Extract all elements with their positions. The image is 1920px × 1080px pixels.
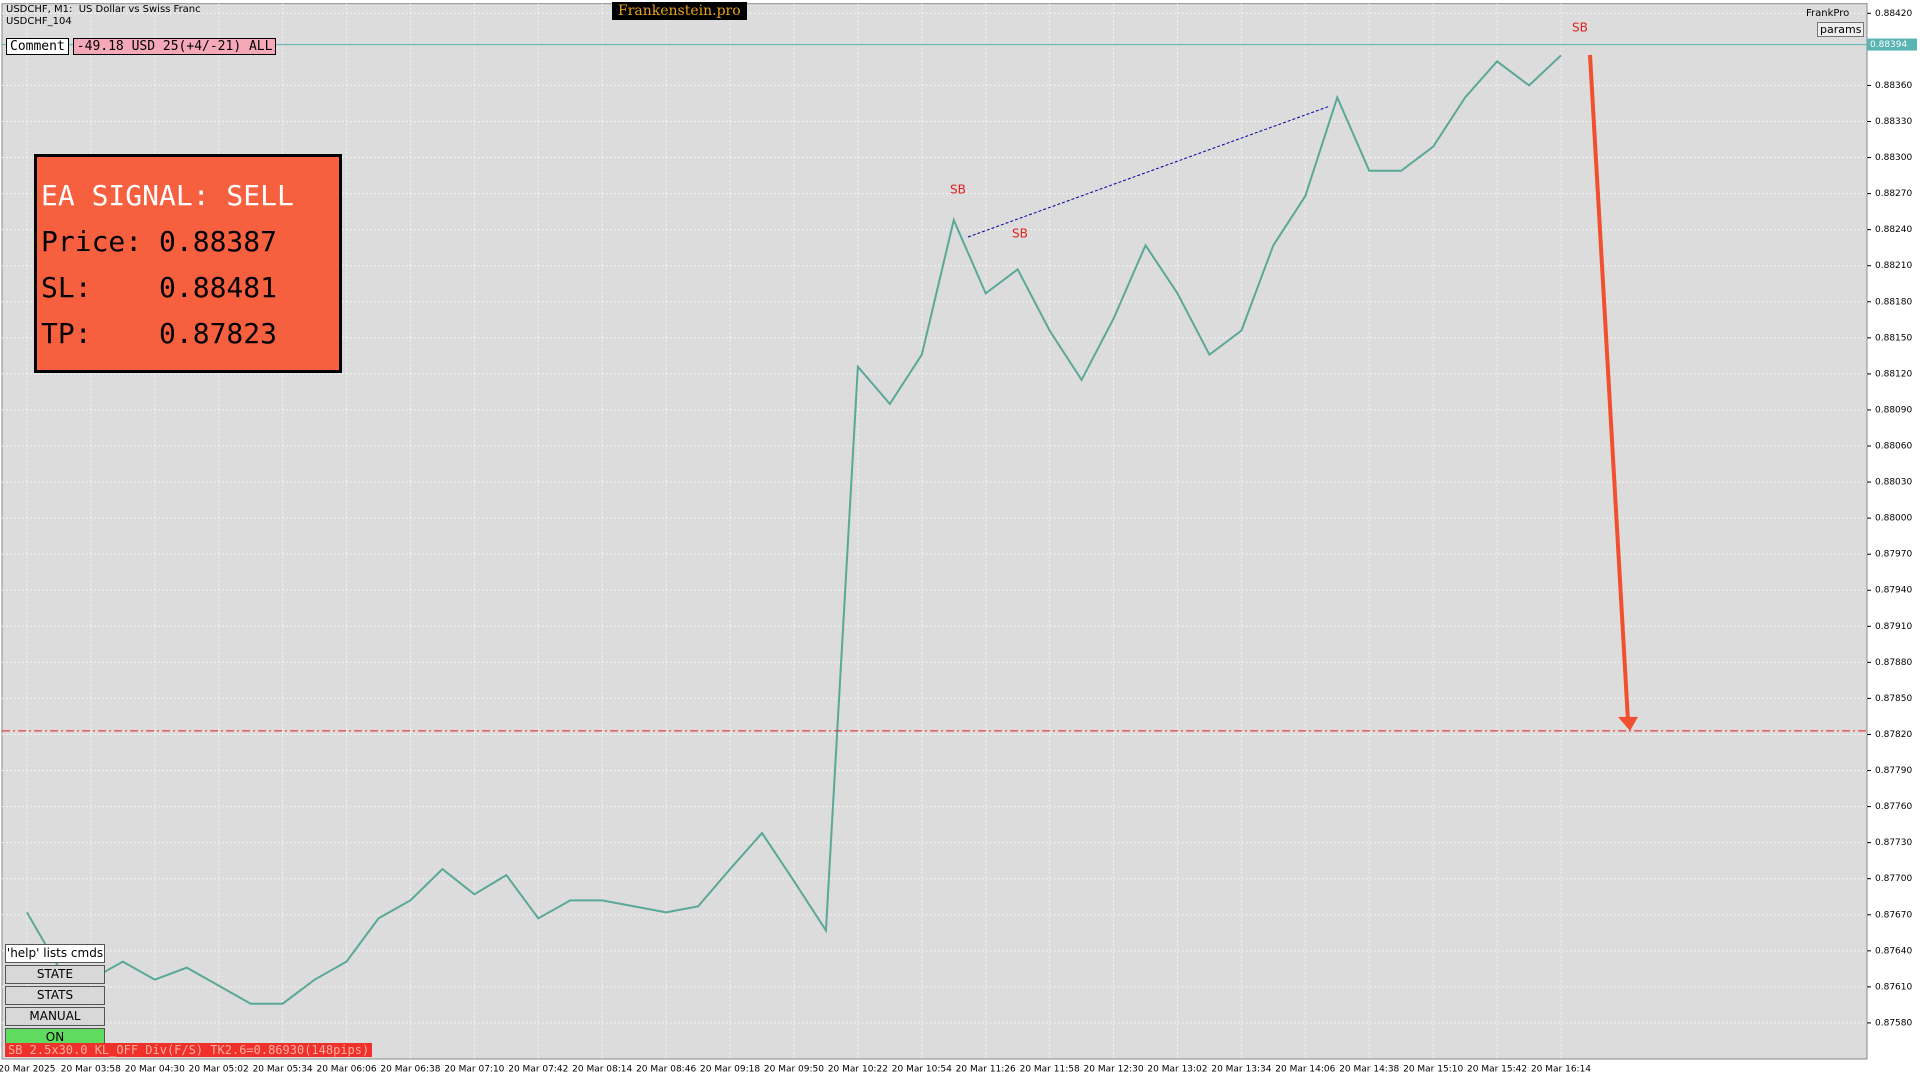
x-tick-label: 20 Mar 13:02	[1147, 1065, 1207, 1075]
x-tick-label: 20 Mar 13:34	[1211, 1065, 1271, 1075]
y-tick-label: 0.87730	[1875, 838, 1912, 848]
x-tick-label: 20 Mar 08:46	[636, 1065, 696, 1075]
y-tick-label: 0.87670	[1875, 910, 1912, 920]
y-tick-label: 0.88300	[1875, 153, 1912, 163]
x-tick-label: 20 Mar 12:30	[1084, 1065, 1144, 1075]
y-tick-label: 0.87790	[1875, 766, 1912, 776]
annotation: SB	[950, 183, 966, 197]
y-tick-label: 0.88330	[1875, 117, 1912, 127]
y-tick-label: 0.87820	[1875, 730, 1912, 740]
x-tick-label: 20 Mar 14:38	[1339, 1065, 1399, 1075]
x-tick-label: 20 Mar 16:14	[1531, 1065, 1591, 1075]
brand: Frankenstein.pro	[612, 2, 747, 20]
x-tick-label: 20 Mar 07:42	[508, 1065, 568, 1075]
x-tick-label: 20 Mar 05:02	[189, 1065, 249, 1075]
y-tick-label: 0.87880	[1875, 658, 1912, 668]
link-arrow	[967, 105, 1331, 238]
x-tick-label: 20 Mar 04:30	[125, 1065, 185, 1075]
params-button[interactable]: params	[1817, 22, 1865, 37]
button[interactable]: MANUAL	[5, 1007, 105, 1026]
account: FrankPro	[1806, 8, 1850, 19]
y-tick-label: 0.87580	[1875, 1018, 1912, 1028]
x-tick-label: 20 Mar 06:06	[316, 1065, 376, 1075]
y-tick-label: 0.87970	[1875, 550, 1912, 560]
x-tick-label: 20 Mar 10:22	[828, 1065, 888, 1075]
x-tick-label: 20 Mar 11:26	[956, 1065, 1016, 1075]
signal-line: Price: 0.88387	[41, 225, 278, 258]
x-tick-label: 20 Mar 07:10	[444, 1065, 504, 1075]
status: SB 2.5x30.0 KL_OFF Div(F/S) TK2.6=0.8693…	[5, 1043, 373, 1057]
signal-line: SL: 0.88481	[41, 271, 278, 304]
signal-line: EA SIGNAL: SELL	[41, 179, 294, 212]
arrow-head	[1618, 716, 1638, 731]
signal-line: TP: 0.87823	[41, 317, 278, 350]
x-tick-label: 20 Mar 05:34	[253, 1065, 313, 1075]
x-tick-label: 20 Mar 2025	[0, 1065, 55, 1075]
y-tick-label: 0.88150	[1875, 333, 1912, 343]
price-tag-label: 0.88394	[1870, 40, 1907, 50]
y-tick-label: 0.88210	[1875, 261, 1912, 271]
annotation: SB	[1572, 21, 1588, 35]
x-tick-label: 20 Mar 09:18	[700, 1065, 760, 1075]
y-tick-label: 0.87640	[1875, 946, 1912, 956]
y-tick-label: 0.87940	[1875, 586, 1912, 596]
y-tick-label: 0.87850	[1875, 694, 1912, 704]
y-tick-label: 0.88420	[1875, 9, 1912, 19]
sub: USDCHF_104	[6, 16, 72, 27]
x-tick-label: 20 Mar 14:06	[1275, 1065, 1335, 1075]
annotation: SB	[1012, 227, 1028, 241]
x-tick-label: 20 Mar 11:58	[1020, 1065, 1080, 1075]
y-tick-label: 0.87610	[1875, 982, 1912, 992]
signal-panel: EA SIGNAL: SELL Price: 0.88387 SL: 0.884…	[34, 154, 342, 373]
x-tick-label: 20 Mar 06:38	[380, 1065, 440, 1075]
symbol: USDCHF, M1: US Dollar vs Swiss Franc	[6, 4, 201, 15]
help[interactable]: 'help' lists cmds	[5, 944, 105, 963]
y-tick-label: 0.87700	[1875, 874, 1912, 884]
y-tick-label: 0.88240	[1875, 225, 1912, 235]
comment-label: Comment	[6, 38, 69, 55]
y-tick-label: 0.88090	[1875, 405, 1912, 415]
y-tick-label: 0.88180	[1875, 297, 1912, 307]
price-tag	[1867, 38, 1917, 51]
price-line	[26, 54, 1562, 1005]
y-tick-label: 0.88120	[1875, 369, 1912, 379]
sell-arrow	[1588, 54, 1630, 721]
button[interactable]: STATS	[5, 986, 105, 1005]
x-tick-label: 20 Mar 08:14	[572, 1065, 632, 1075]
y-tick-label: 0.88060	[1875, 442, 1912, 452]
x-tick-label: 20 Mar 09:50	[764, 1065, 824, 1075]
y-tick-label: 0.88360	[1875, 81, 1912, 91]
x-tick-label: 20 Mar 15:10	[1403, 1065, 1463, 1075]
buttons: 'help' lists cmds STATE STATS MANUAL ON	[5, 944, 105, 1049]
x-tick-label: 20 Mar 03:58	[61, 1065, 121, 1075]
x-tick-label: 20 Mar 15:42	[1467, 1065, 1527, 1075]
y-tick-label: 0.88000	[1875, 514, 1912, 524]
y-tick-label: 0.87910	[1875, 622, 1912, 632]
y-tick-label: 0.88270	[1875, 189, 1912, 199]
comment: Comment -49.18 USD 25(+4/-21) ALL	[6, 38, 277, 55]
x-tick-label: 20 Mar 10:54	[892, 1065, 952, 1075]
y-tick-label: 0.88030	[1875, 478, 1912, 488]
comment-value: -49.18 USD 25(+4/-21) ALL	[72, 38, 277, 55]
button[interactable]: STATE	[5, 965, 105, 984]
y-tick-label: 0.87760	[1875, 802, 1912, 812]
